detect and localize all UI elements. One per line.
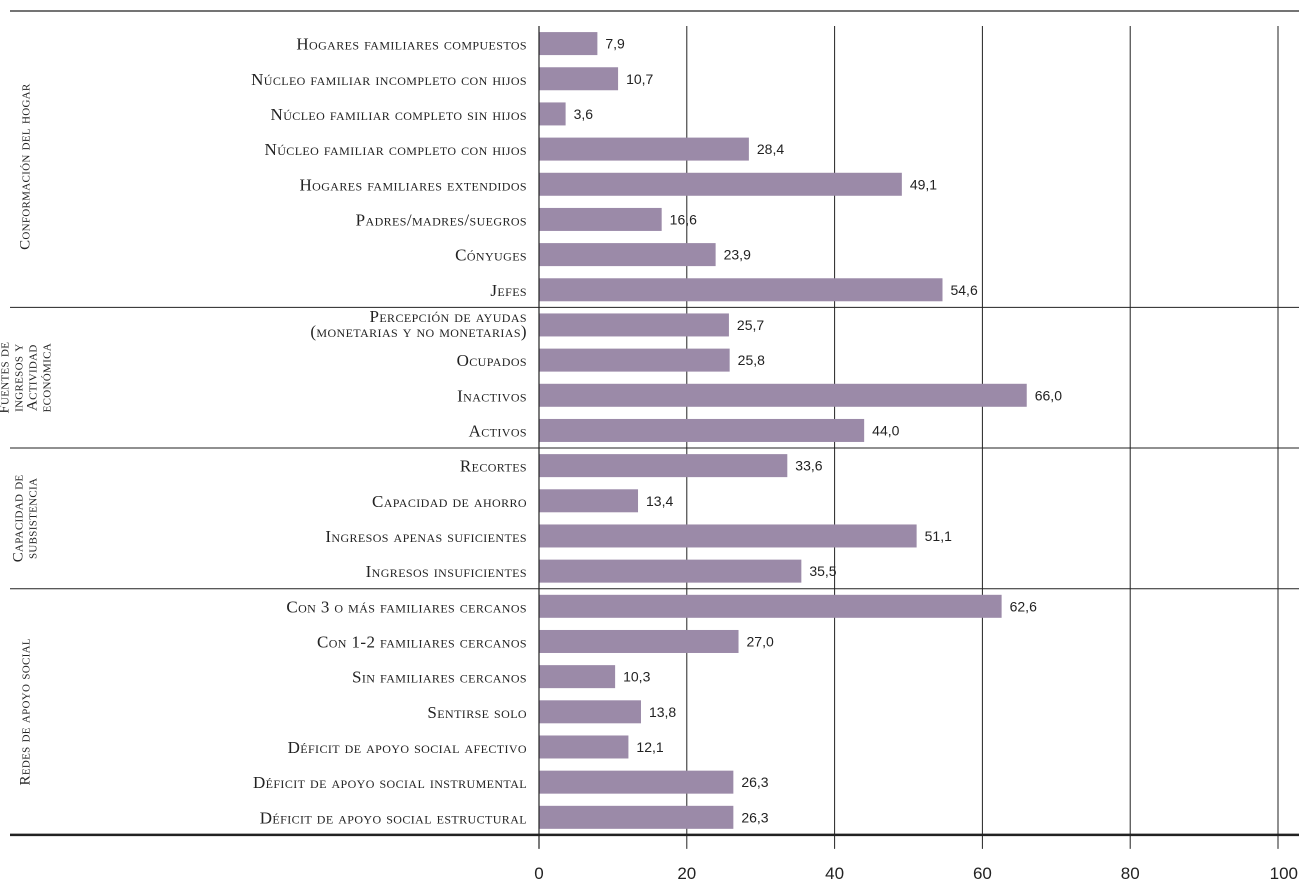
data-label: 44,0 <box>872 422 899 438</box>
labels-layer: 7,9 Hogares familiares compuestos 10,7 Núcl… <box>0 35 1062 828</box>
bar <box>539 348 730 372</box>
data-label: 27,0 <box>747 633 774 649</box>
data-label: 12,1 <box>636 739 663 755</box>
category-label: Jefes <box>490 281 527 300</box>
category-label: Hogares familiares compuestos <box>296 35 527 54</box>
bar <box>539 278 943 302</box>
category-label: Capacidad de ahorro <box>372 492 527 511</box>
category-label-line2: (monetarias y no monetarias) <box>310 322 527 341</box>
bar <box>539 629 739 653</box>
data-label: 3,6 <box>574 106 594 122</box>
bar <box>539 665 616 689</box>
data-label: 26,3 <box>741 774 768 790</box>
category-label: Con 1-2 familiares cercanos <box>317 632 527 651</box>
data-label: 13,4 <box>646 493 673 509</box>
data-label: 10,3 <box>623 669 650 685</box>
x-tick-label: 80 <box>1121 864 1140 883</box>
data-label: 10,7 <box>626 71 653 87</box>
bar <box>539 594 1002 618</box>
data-label: 25,7 <box>737 317 764 333</box>
x-tick-label: 0 <box>534 864 543 883</box>
category-label: Sin familiares cercanos <box>352 668 527 687</box>
data-label: 33,6 <box>795 458 822 474</box>
data-label: 28,4 <box>757 141 784 157</box>
x-tick-label: 60 <box>973 864 992 883</box>
bar <box>539 559 802 583</box>
category-label: Sentirse solo <box>427 703 527 722</box>
bar <box>539 805 734 829</box>
axis-layer: 0 20 40 60 80 100 <box>10 10 1299 883</box>
bar <box>539 700 641 724</box>
bar <box>539 172 902 196</box>
x-tick-label: 100 <box>1270 864 1298 883</box>
data-label: 25,8 <box>738 352 765 368</box>
group-label: Fuentes de <box>0 342 12 414</box>
bar <box>539 102 566 126</box>
category-label: Núcleo familiar incompleto con hijos <box>251 70 527 89</box>
category-label: Cónyuges <box>455 246 527 265</box>
group-label: subsistencia <box>24 478 40 559</box>
bar <box>539 489 639 513</box>
bar <box>539 383 1027 407</box>
category-label: Núcleo familiar completo sin hijos <box>271 105 527 124</box>
group-label: ingresos y <box>10 343 26 411</box>
group-label: Conformación del hogar <box>17 83 33 250</box>
data-label: 62,6 <box>1010 598 1037 614</box>
category-label: Ingresos insuficientes <box>366 562 527 581</box>
category-label: Hogares familiares extendidos <box>300 175 528 194</box>
group-label: Redes de apoyo social <box>17 638 33 785</box>
bar <box>539 313 729 337</box>
category-label: Activos <box>469 421 527 440</box>
bar <box>539 418 865 442</box>
data-label: 23,9 <box>724 247 751 263</box>
group-label: económica <box>38 343 54 412</box>
category-label: Con 3 o más familiares cercanos <box>286 597 527 616</box>
category-label: Padres/madres/suegros <box>356 210 527 229</box>
data-label: 66,0 <box>1035 387 1062 403</box>
bar <box>539 454 788 478</box>
bars-layer <box>539 32 1027 829</box>
group-label: Actividad <box>24 344 40 411</box>
data-label: 16,6 <box>670 211 697 227</box>
data-label: 54,6 <box>950 282 977 298</box>
category-label: Déficit de apoyo social estructural <box>260 808 527 827</box>
data-label: 7,9 <box>605 36 625 52</box>
bar <box>539 735 629 759</box>
category-label: Inactivos <box>457 386 527 405</box>
bar <box>539 524 917 548</box>
grid-layer <box>686 26 1279 849</box>
data-label: 51,1 <box>925 528 952 544</box>
data-label: 26,3 <box>741 809 768 825</box>
category-label: Déficit de apoyo social instrumental <box>253 773 527 792</box>
group-label: Capacidad de <box>10 474 26 562</box>
category-label: Recortes <box>460 457 527 476</box>
bar <box>539 243 716 267</box>
x-tick-label: 40 <box>825 864 844 883</box>
category-label: Déficit de apoyo social afectivo <box>288 738 527 757</box>
bar <box>539 137 749 161</box>
category-label: Percepción de ayudas <box>369 307 527 326</box>
data-label: 35,5 <box>809 563 836 579</box>
data-label: 13,8 <box>649 704 676 720</box>
category-label: Núcleo familiar completo con hijos <box>265 140 527 159</box>
bar <box>539 770 734 794</box>
bar <box>539 67 619 91</box>
data-label: 49,1 <box>910 176 937 192</box>
bar <box>539 32 598 56</box>
x-tick-label: 20 <box>677 864 696 883</box>
category-label: Ocupados <box>457 351 527 370</box>
category-label: Ingresos apenas suficientes <box>325 527 527 546</box>
bar <box>539 207 662 231</box>
